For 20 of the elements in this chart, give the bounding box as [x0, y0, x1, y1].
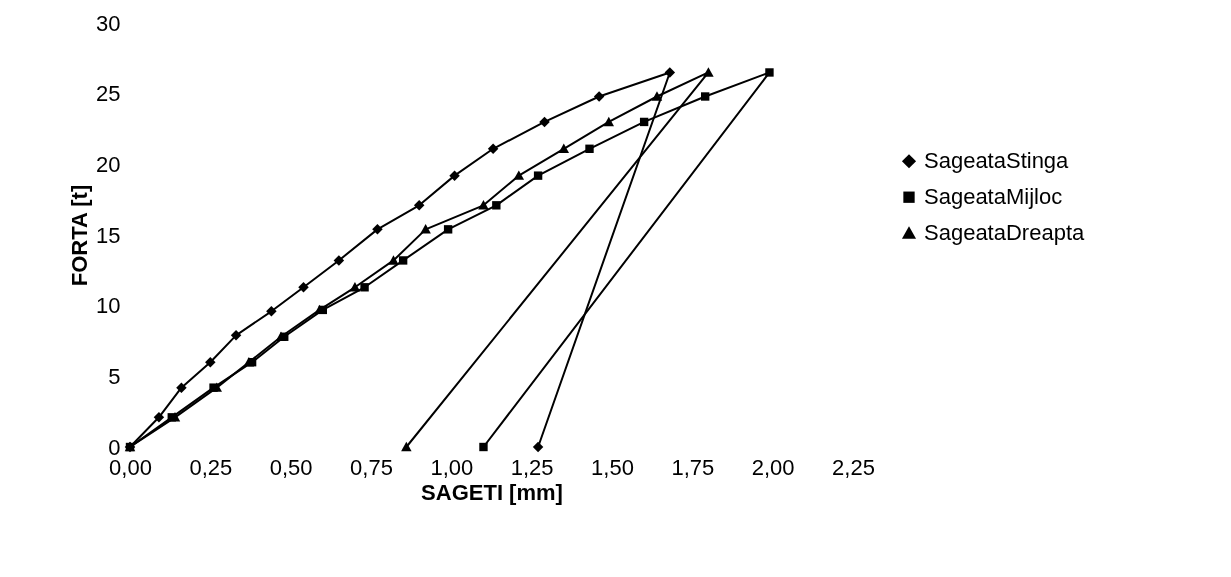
x-tick-label: 1,25 [510, 454, 554, 480]
y-tick-label: 30 [96, 10, 121, 36]
legend-label: SageataStinga [924, 148, 1070, 174]
y-tick-label: 5 [108, 363, 121, 389]
x-tick-label: 0,75 [350, 454, 393, 480]
y-tick-label: 10 [96, 293, 121, 319]
x-tick-label: 0,50 [269, 454, 313, 480]
x-tick-label: 2,00 [751, 454, 795, 480]
legend-label: SageataDreapta [924, 220, 1085, 246]
x-tick-label: 1,75 [671, 454, 715, 480]
y-tick-label: 25 [96, 81, 121, 107]
x-tick-label: 2,25 [832, 454, 875, 480]
y-axis-title: FORTA [t] [67, 184, 93, 287]
y-tick-label: 15 [96, 222, 121, 248]
y-tick-label: 20 [96, 151, 121, 177]
x-tick-label: 1,00 [430, 454, 474, 480]
x-tick-label: 0,25 [189, 454, 233, 480]
legend-label: SageataMijloc [924, 184, 1063, 210]
x-tick-label: 1,50 [591, 454, 634, 480]
x-axis-title: SAGETI [mm] [421, 479, 563, 505]
